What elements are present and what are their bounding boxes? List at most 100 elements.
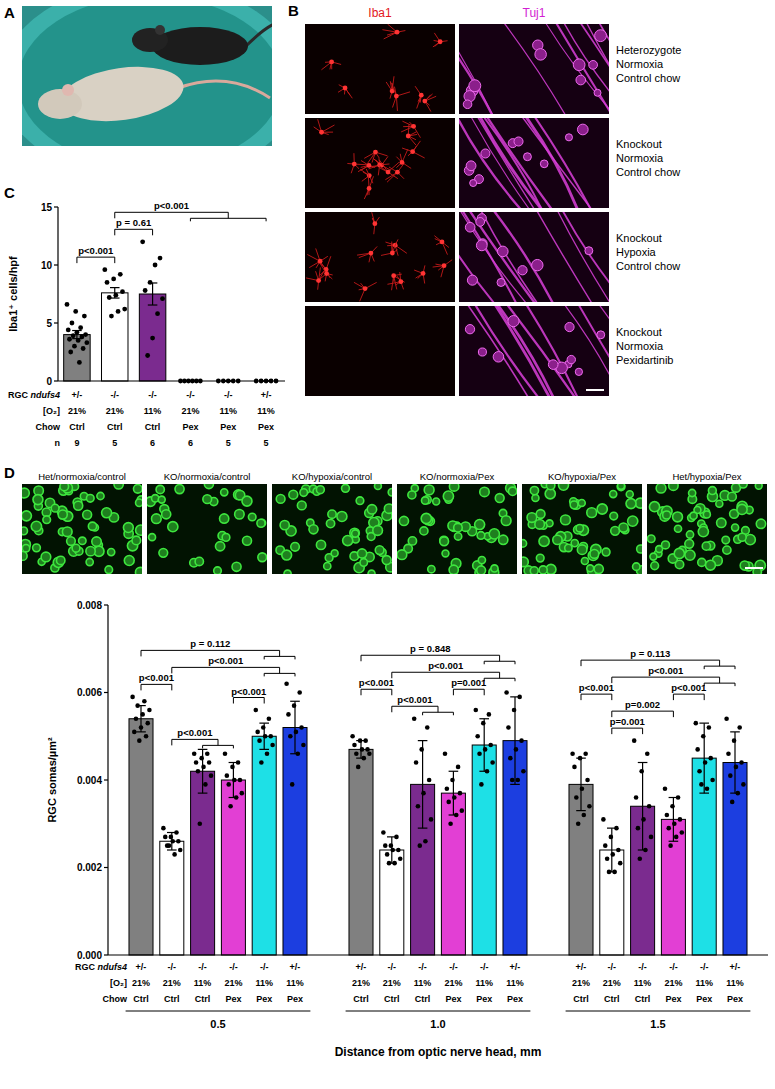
error-line: [264, 723, 265, 749]
panel-letter: B: [288, 2, 299, 19]
significance-bracket: [141, 684, 172, 685]
microglia: [319, 130, 324, 135]
error-cap: [638, 849, 648, 850]
data-point: [587, 804, 592, 809]
error-cap: [72, 330, 82, 331]
data-point: [701, 734, 706, 739]
significance-bracket: [735, 683, 736, 686]
data-point: [583, 751, 588, 756]
error-bar: [290, 701, 300, 754]
error-cap: [510, 696, 520, 697]
rgc-soma: [342, 484, 350, 492]
data-point: [452, 795, 457, 800]
error-bar: [148, 283, 158, 305]
rgc-soma: [470, 180, 477, 187]
data-point: [582, 813, 587, 818]
error-line: [611, 828, 612, 872]
error-line: [453, 771, 454, 815]
rgc-soma: [297, 501, 306, 510]
ear: [62, 84, 74, 96]
significance-bracket: [484, 689, 485, 695]
tail: [246, 24, 272, 46]
rgc-soma: [540, 160, 548, 168]
significance-bracket: [114, 257, 115, 263]
table-cell: 11%: [144, 406, 162, 416]
rgc-soma: [248, 513, 256, 521]
rgc-soma: [493, 352, 504, 363]
micrograph: [459, 118, 609, 208]
micrograph: [647, 484, 767, 574]
rgc-soma: [433, 498, 440, 505]
data-point: [356, 765, 361, 770]
bar: [129, 719, 153, 955]
data-point: [230, 765, 235, 770]
rgc-soma: [548, 360, 558, 370]
error-line: [484, 719, 485, 772]
data-point: [170, 839, 175, 844]
error-cap: [638, 762, 648, 763]
data-point: [446, 800, 451, 805]
rgc-soma: [732, 524, 739, 531]
data-point: [145, 721, 150, 726]
significance-bracket: [171, 667, 172, 673]
axis-title: Distance from optic nerve head, mm: [335, 1045, 542, 1059]
error-cap: [136, 731, 146, 732]
data-point: [365, 747, 370, 752]
microglia: [367, 163, 372, 168]
table-cell: 21%: [352, 978, 370, 988]
table-cell: Ctrl: [384, 994, 400, 1004]
data-point: [255, 730, 260, 735]
rgc-soma: [242, 496, 252, 506]
significance-bracket: [642, 728, 643, 734]
rgc-soma: [698, 558, 706, 566]
rgc-soma: [168, 522, 178, 532]
rgc-soma: [133, 485, 142, 494]
table-cell: +/-: [356, 962, 367, 972]
data-point: [352, 743, 357, 748]
data-point: [68, 350, 73, 355]
rgc-soma: [466, 161, 476, 171]
rgc-soma: [587, 565, 594, 572]
rgc-soma: [454, 533, 461, 540]
data-point: [396, 848, 401, 853]
rgc-soma: [626, 499, 636, 509]
p-value: p = 0.848: [410, 643, 450, 654]
table-cell: 11%: [219, 406, 237, 416]
data-point: [421, 791, 426, 796]
rgc-soma: [573, 59, 585, 71]
rgc-soma: [108, 549, 115, 556]
axon-bundle: [465, 306, 530, 396]
figure: ABIba1Tuj1HeterozygoteNormoxiaControl ch…: [0, 0, 775, 1089]
data-point: [728, 773, 733, 778]
data-point: [414, 760, 419, 765]
p-value: p=0.001: [451, 677, 487, 688]
data-point: [458, 791, 463, 796]
data-point: [265, 751, 270, 756]
significance-bracket: [612, 728, 643, 729]
data-point: [519, 738, 524, 743]
data-point: [144, 734, 149, 739]
error-cap: [136, 705, 146, 706]
rgc-soma: [22, 527, 27, 535]
error-line: [76, 331, 77, 339]
data-point: [488, 743, 493, 748]
data-point: [510, 778, 515, 783]
table-cell: +/-: [261, 390, 272, 400]
rgc-soma: [443, 491, 453, 501]
rgc-soma: [478, 556, 485, 563]
image-title: KO/normoxia/Pex: [420, 471, 495, 482]
rgc-soma: [661, 541, 669, 549]
data-point: [284, 681, 289, 686]
data-point: [445, 786, 450, 791]
data-point: [695, 747, 700, 752]
rgc-soma: [619, 523, 628, 532]
rgc-soma: [546, 484, 554, 490]
micrograph-bg: [397, 484, 517, 574]
p-value: p<0.001: [579, 682, 615, 693]
microglia: [411, 124, 416, 129]
data-point: [490, 760, 495, 765]
microglia: [343, 86, 348, 91]
rgc-soma: [123, 523, 133, 533]
table-cell: -/-: [418, 962, 427, 972]
microglia: [318, 259, 323, 264]
